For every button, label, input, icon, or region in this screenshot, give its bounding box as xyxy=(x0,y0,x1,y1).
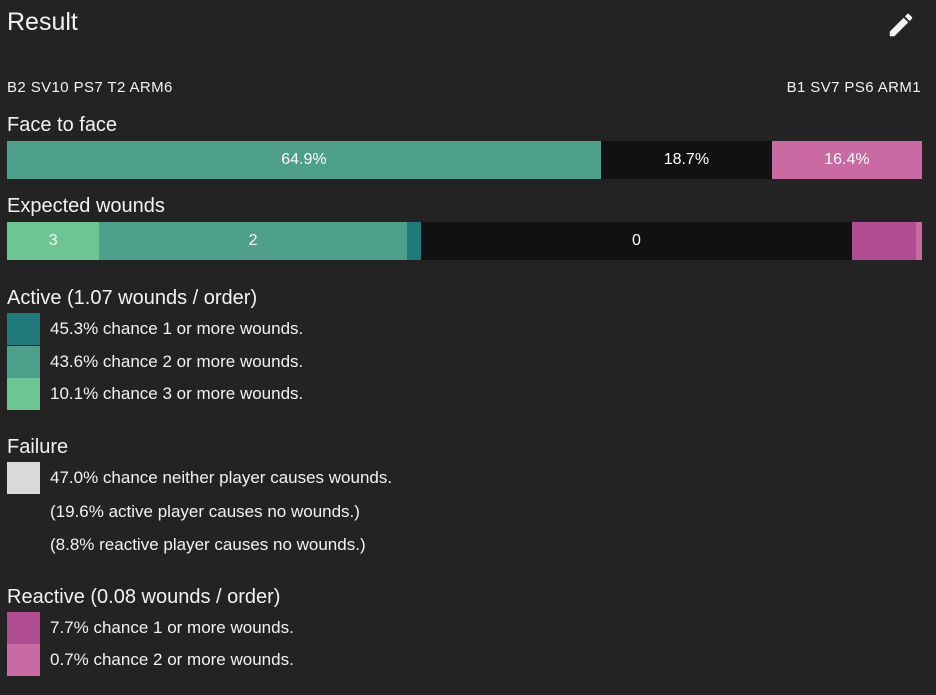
expected-wounds-bar: 3 2 0 xyxy=(7,222,922,260)
active-2-text: 43.6% chance 2 or more wounds. xyxy=(50,352,304,371)
reactive-wounds-2-segment xyxy=(915,222,922,260)
active-legend-item: 43.6% chance 2 or more wounds. xyxy=(7,346,303,378)
active-stats: B2 SV10 PS7 T2 ARM6 xyxy=(7,79,173,96)
face-to-face-label: Face to face xyxy=(7,114,118,136)
reactive-heading: Reactive (0.08 wounds / order) xyxy=(7,586,281,608)
wounds-2-segment: 2 xyxy=(99,222,407,260)
active-2-swatch xyxy=(7,346,40,378)
page-title: Result xyxy=(7,8,78,36)
face-to-face-failure-segment: 18.7% xyxy=(600,141,772,179)
reactive-1-text: 7.7% chance 1 or more wounds. xyxy=(50,618,294,637)
failure-heading: Failure xyxy=(7,436,69,458)
active-1-swatch xyxy=(7,313,40,345)
failure-note-active: (19.6% active player causes no wounds.) xyxy=(50,502,360,521)
reactive-legend-item: 7.7% chance 1 or more wounds. xyxy=(7,612,294,644)
face-to-face-bar: 64.9% 18.7% 16.4% xyxy=(7,141,922,179)
face-to-face-active-segment: 64.9% xyxy=(7,141,601,179)
active-legend-item: 10.1% chance 3 or more wounds. xyxy=(7,378,303,410)
wounds-2-value: 2 xyxy=(248,232,258,249)
face-to-face-failure-value: 18.7% xyxy=(663,151,710,168)
active-heading: Active (1.07 wounds / order) xyxy=(7,287,258,309)
edit-button[interactable] xyxy=(886,10,916,40)
face-to-face-active-value: 64.9% xyxy=(281,151,327,168)
wounds-0-value: 0 xyxy=(632,232,641,249)
failure-note-reactive: (8.8% reactive player causes no wounds.) xyxy=(50,535,366,554)
reactive-2-swatch xyxy=(7,644,40,676)
wounds-3-segment: 3 xyxy=(7,222,100,260)
wounds-1-segment xyxy=(406,222,422,260)
reactive-2-text: 0.7% chance 2 or more wounds. xyxy=(50,650,294,669)
failure-swatch xyxy=(7,462,40,494)
wounds-0-segment: 0 xyxy=(421,222,852,260)
active-legend-item: 45.3% chance 1 or more wounds. xyxy=(7,313,303,345)
wounds-3-value: 3 xyxy=(48,232,58,249)
face-to-face-reactive-segment: 16.4% xyxy=(771,141,922,179)
active-1-text: 45.3% chance 1 or more wounds. xyxy=(50,319,304,338)
reactive-legend-item: 0.7% chance 2 or more wounds. xyxy=(7,644,294,676)
failure-legend-item: 47.0% chance neither player causes wound… xyxy=(7,462,392,494)
expected-wounds-label: Expected wounds xyxy=(7,195,165,217)
reactive-stats: B1 SV7 PS6 ARM1 xyxy=(786,79,921,96)
reactive-wounds-1-segment xyxy=(851,222,916,260)
failure-text: 47.0% chance neither player causes wound… xyxy=(50,468,393,487)
face-to-face-reactive-value: 16.4% xyxy=(824,151,870,168)
pencil-icon xyxy=(889,13,913,37)
active-3-swatch xyxy=(7,378,40,410)
reactive-1-swatch xyxy=(7,612,40,644)
active-3-text: 10.1% chance 3 or more wounds. xyxy=(50,384,304,403)
